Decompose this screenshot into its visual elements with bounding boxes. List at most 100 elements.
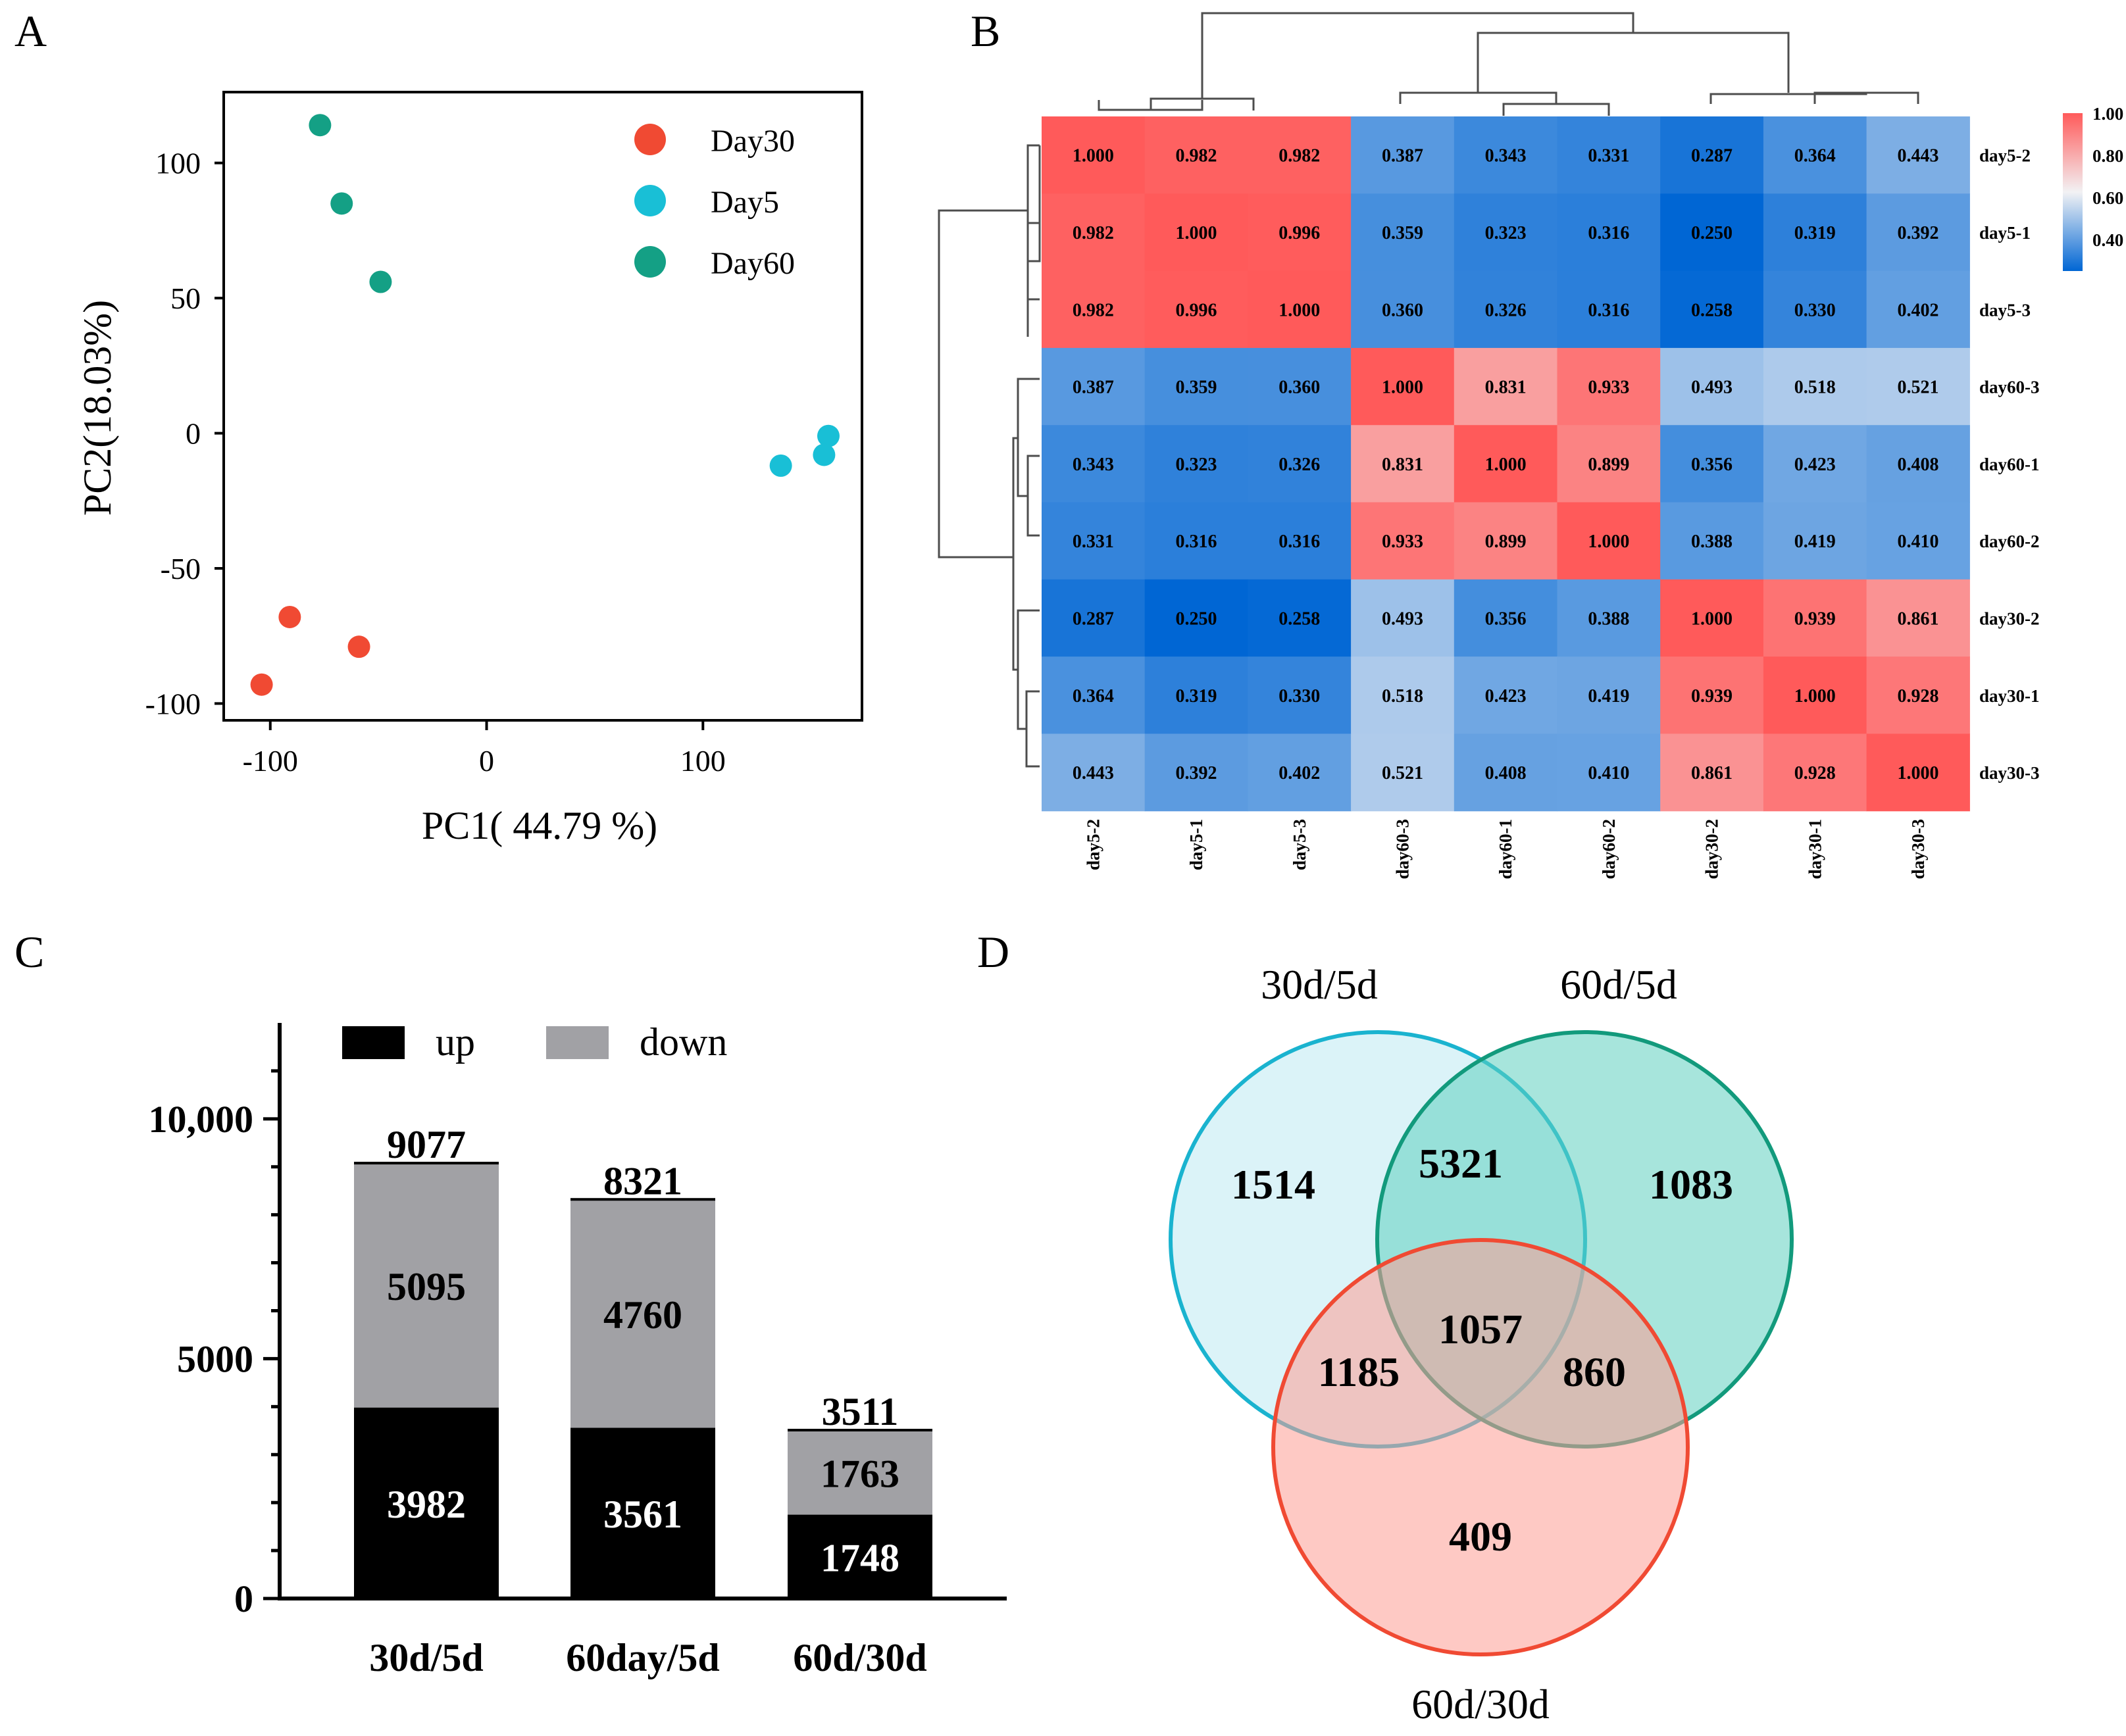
heatmap-cell-value: 0.258 xyxy=(1691,300,1733,320)
heatmap-cell-value: 1.000 xyxy=(1485,455,1527,475)
legend-marker-day60 xyxy=(634,246,666,278)
heatmap-cell xyxy=(1557,579,1661,657)
heatmap-cell-value: 0.410 xyxy=(1588,763,1629,783)
bar-y-tick-label: 0 xyxy=(234,1577,253,1620)
heatmap-cell-value: 0.831 xyxy=(1382,455,1423,475)
venn-count-30d-5d-and-60d-5d: 5321 xyxy=(1419,1140,1503,1187)
heatmap-cell xyxy=(1248,270,1352,349)
heatmap-row-labels: day5-2 day5-1 day5-3 day60-3 day60-1 day60-2 d… xyxy=(1979,146,2040,783)
bar-total-label: 3511 xyxy=(822,1390,899,1433)
heatmap-column-label: day60-3 xyxy=(1392,819,1412,880)
colorbar-tick-label: 0.40 xyxy=(2092,230,2123,250)
heatmap-cell xyxy=(1042,347,1146,426)
heatmap-cell xyxy=(1042,116,1146,194)
heatmap-cell-value: 0.392 xyxy=(1897,223,1938,243)
heatmap-cell xyxy=(1144,116,1248,194)
column-dendrogram xyxy=(1098,12,1919,116)
heatmap-cell xyxy=(1248,657,1352,734)
heatmap-cell xyxy=(1660,502,1764,580)
bar-value-up: 1748 xyxy=(821,1536,899,1579)
heatmap-cell xyxy=(1866,425,1970,503)
pca-y-tick-label: -50 xyxy=(161,552,201,585)
heatmap-cell xyxy=(1144,579,1248,657)
heatmap-cell-value: 0.521 xyxy=(1382,763,1423,783)
heatmap-cell xyxy=(1866,193,1970,272)
pca-y-tick-label: 100 xyxy=(155,147,201,180)
heatmap-cell xyxy=(1144,502,1248,580)
heatmap-cell xyxy=(1763,193,1867,272)
heatmap-cell-value: 0.423 xyxy=(1485,686,1527,707)
heatmap-column-labels: day5-2 day5-1 day5-3 day60-3 day60-1 day60-2 d… xyxy=(1083,819,1928,880)
heatmap-cell-value: 0.330 xyxy=(1794,300,1836,320)
heatmap-cell-value: 0.316 xyxy=(1588,223,1629,243)
heatmap-cell-value: 0.899 xyxy=(1588,455,1629,475)
heatmap-cell xyxy=(1248,193,1352,272)
heatmap-cell xyxy=(1042,425,1146,503)
heatmap-cell-value: 0.402 xyxy=(1278,763,1320,783)
heatmap-cell xyxy=(1866,733,1970,812)
heatmap-cell xyxy=(1351,733,1455,812)
heatmap-cell xyxy=(1042,733,1146,812)
pca-point-day5 xyxy=(769,454,792,477)
colorbar-labels: 1.00 0.80 0.60 0.40 xyxy=(2092,104,2123,250)
venn-circles xyxy=(1169,1030,1794,1656)
heatmap-cell-value: 0.392 xyxy=(1176,763,1217,783)
heatmap-cell-value: 0.360 xyxy=(1382,300,1423,320)
heatmap-cell xyxy=(1351,116,1455,194)
legend-marker-day5 xyxy=(634,185,666,216)
heatmap-cell-value: 0.250 xyxy=(1691,223,1733,243)
heatmap-cell-value: 0.287 xyxy=(1073,608,1114,629)
colorbar-tick-label: 0.80 xyxy=(2092,146,2123,166)
heatmap-cell-value: 0.982 xyxy=(1073,300,1114,320)
heatmap-cell-value: 0.387 xyxy=(1073,378,1114,398)
bar-total-label: 8321 xyxy=(603,1159,682,1203)
pca-x-ticks: -100 0 100 xyxy=(243,720,726,778)
venn-count-60d-5d-and-60d-30d: 860 xyxy=(1563,1349,1626,1395)
heatmap-cell-value: 0.493 xyxy=(1691,378,1733,398)
pca-y-tick-label: 0 xyxy=(186,417,201,451)
heatmap-cell xyxy=(1454,193,1558,272)
heatmap-cell-value: 0.364 xyxy=(1073,686,1114,707)
heatmap-cell-value: 0.933 xyxy=(1382,532,1423,552)
heatmap-cell-value: 0.928 xyxy=(1897,686,1938,707)
heatmap-cell xyxy=(1248,116,1352,194)
bar-category-label: 60d/30d xyxy=(793,1636,926,1679)
heatmap-cell-value: 0.356 xyxy=(1691,455,1733,475)
heatmap-cell-value: 0.521 xyxy=(1897,378,1938,398)
heatmap-row-label: day60-3 xyxy=(1979,378,2040,397)
heatmap-cell-value: 0.996 xyxy=(1176,300,1217,320)
panel-label-a: A xyxy=(14,6,47,56)
heatmap-cell-value: 0.364 xyxy=(1794,146,1836,166)
heatmap-cell-value: 0.996 xyxy=(1278,223,1320,243)
heatmap-column-label: day60-1 xyxy=(1496,819,1515,880)
heatmap-cell-value: 0.250 xyxy=(1176,608,1217,629)
heatmap-cell xyxy=(1351,657,1455,734)
heatmap-cell-value: 0.518 xyxy=(1382,686,1423,707)
heatmap-cell-value: 0.331 xyxy=(1588,146,1629,166)
heatmap-cell xyxy=(1248,502,1352,580)
heatmap-cell xyxy=(1866,657,1970,734)
heatmap-cell xyxy=(1763,347,1867,426)
bar-value-down: 1763 xyxy=(821,1452,899,1495)
heatmap-cell xyxy=(1763,657,1867,734)
heatmap-cell xyxy=(1144,733,1248,812)
pca-point-day5 xyxy=(813,443,836,466)
heatmap-cell-value: 0.982 xyxy=(1073,223,1114,243)
heatmap-cell-value: 0.408 xyxy=(1897,455,1938,475)
pca-plot-frame xyxy=(222,91,863,722)
heatmap-cell-value: 0.861 xyxy=(1897,608,1938,629)
heatmap-cell-value: 0.323 xyxy=(1176,455,1217,475)
heatmap-cell-value: 0.343 xyxy=(1073,455,1114,475)
heatmap-cell xyxy=(1557,270,1661,349)
heatmap-cell xyxy=(1557,347,1661,426)
heatmap-cell-value: 0.316 xyxy=(1278,532,1320,552)
bar-segment-down xyxy=(354,1163,499,1408)
heatmap-cell xyxy=(1351,425,1455,503)
bar-category-label: 60day/5d xyxy=(566,1636,719,1679)
heatmap-column-label: day5-3 xyxy=(1290,819,1309,870)
pca-point-day30 xyxy=(250,673,273,696)
pca-point-day5 xyxy=(817,424,840,447)
heatmap-cell xyxy=(1763,502,1867,580)
heatmap-cell xyxy=(1866,502,1970,580)
bar-segment-down xyxy=(788,1429,932,1515)
